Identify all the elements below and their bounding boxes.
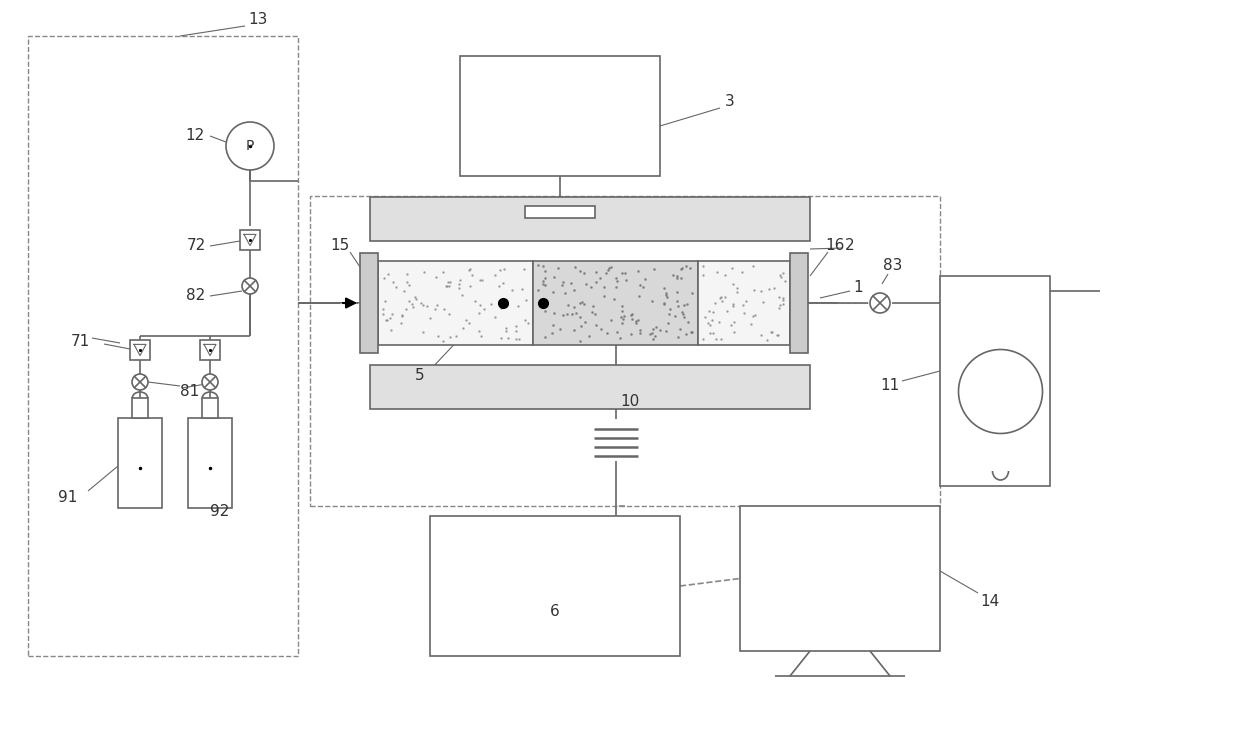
Bar xyxy=(740,506,940,651)
Bar xyxy=(202,398,218,418)
Bar xyxy=(133,398,148,418)
Bar xyxy=(360,253,378,353)
Bar xyxy=(118,418,162,508)
Text: 72: 72 xyxy=(186,238,206,253)
Bar xyxy=(698,261,790,345)
Circle shape xyxy=(226,122,274,170)
Bar xyxy=(378,261,533,345)
Circle shape xyxy=(242,278,258,294)
Text: 3: 3 xyxy=(725,94,735,109)
Text: 91: 91 xyxy=(58,491,78,506)
Text: 71: 71 xyxy=(71,333,89,349)
Circle shape xyxy=(131,374,148,390)
Bar xyxy=(370,365,810,409)
Text: 11: 11 xyxy=(880,379,900,394)
Text: P: P xyxy=(246,139,254,153)
Text: 2: 2 xyxy=(846,238,854,253)
Bar xyxy=(310,196,940,506)
Text: 10: 10 xyxy=(620,394,640,408)
Bar xyxy=(460,56,660,176)
Text: 6: 6 xyxy=(551,603,560,618)
Circle shape xyxy=(870,293,890,313)
Text: 5: 5 xyxy=(415,368,425,383)
Text: 82: 82 xyxy=(186,289,206,303)
Bar xyxy=(188,418,232,508)
Bar xyxy=(533,261,698,345)
Bar xyxy=(430,516,680,656)
Circle shape xyxy=(202,374,218,390)
Text: 14: 14 xyxy=(981,593,999,609)
Text: 1: 1 xyxy=(853,280,863,296)
Text: 81: 81 xyxy=(180,383,200,398)
Bar xyxy=(525,206,595,218)
Text: 92: 92 xyxy=(211,503,229,519)
Bar xyxy=(790,253,808,353)
Bar xyxy=(940,276,1050,486)
Bar xyxy=(29,36,298,656)
Text: 15: 15 xyxy=(330,238,350,253)
Bar xyxy=(130,340,150,360)
Text: 83: 83 xyxy=(883,259,903,274)
Bar xyxy=(200,340,219,360)
Text: 12: 12 xyxy=(185,129,205,144)
Bar xyxy=(241,230,260,250)
Text: 16: 16 xyxy=(826,238,844,253)
Bar xyxy=(370,197,810,241)
Circle shape xyxy=(959,349,1043,433)
Text: 13: 13 xyxy=(248,13,268,27)
